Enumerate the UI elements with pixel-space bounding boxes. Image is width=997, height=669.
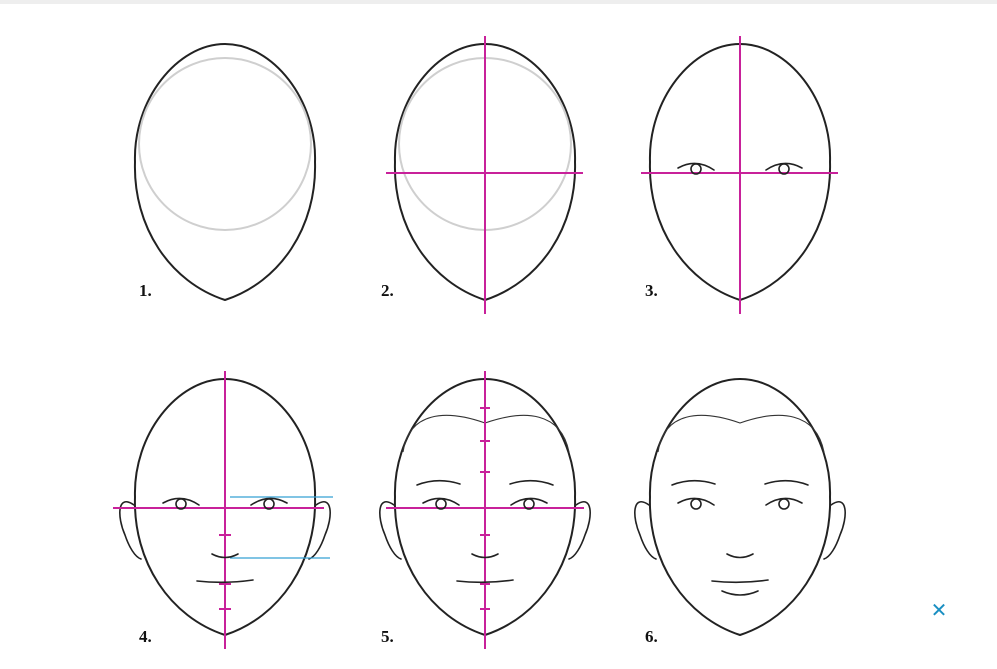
step-2 xyxy=(386,36,583,314)
left-eye xyxy=(162,497,200,510)
step-1 xyxy=(133,43,317,301)
mouth xyxy=(456,579,514,584)
right-ear xyxy=(823,501,846,560)
hairline xyxy=(657,414,825,453)
left-eye xyxy=(677,497,715,510)
left-ear xyxy=(379,501,402,560)
right-ear xyxy=(568,501,591,560)
step-5 xyxy=(379,371,591,649)
nose xyxy=(726,553,754,559)
close-button[interactable]: ✕ xyxy=(928,600,950,622)
right-eye xyxy=(510,497,548,510)
left-eye xyxy=(677,162,715,175)
nose xyxy=(471,553,499,559)
lower-lip xyxy=(721,590,759,596)
left-eyebrow xyxy=(416,479,461,486)
mouth xyxy=(711,579,769,584)
step-6 xyxy=(634,378,846,636)
left-eyebrow xyxy=(671,479,716,486)
left-ear xyxy=(119,501,142,560)
mouth xyxy=(196,579,254,584)
step-label-5: 5. xyxy=(381,627,394,646)
step-label-3: 3. xyxy=(645,281,658,300)
step-4 xyxy=(113,371,333,649)
right-eye xyxy=(250,497,288,510)
step-label-1: 1. xyxy=(139,281,152,300)
step-label-4: 4. xyxy=(139,627,152,646)
right-eye xyxy=(765,497,803,510)
nose xyxy=(211,553,239,559)
step-3 xyxy=(641,36,838,314)
cranium-guide-circle xyxy=(138,57,312,231)
head-outline xyxy=(133,43,317,301)
head-outline xyxy=(648,378,832,636)
left-ear xyxy=(634,501,657,560)
close-icon[interactable]: ✕ xyxy=(930,600,948,622)
right-eyebrow xyxy=(509,479,554,486)
step-label-2: 2. xyxy=(381,281,394,300)
right-eyebrow xyxy=(764,479,809,486)
step-label-6: 6. xyxy=(645,627,658,646)
right-eye xyxy=(765,162,803,175)
left-eye xyxy=(422,497,460,510)
top-bar xyxy=(0,0,997,4)
right-ear xyxy=(308,501,331,560)
